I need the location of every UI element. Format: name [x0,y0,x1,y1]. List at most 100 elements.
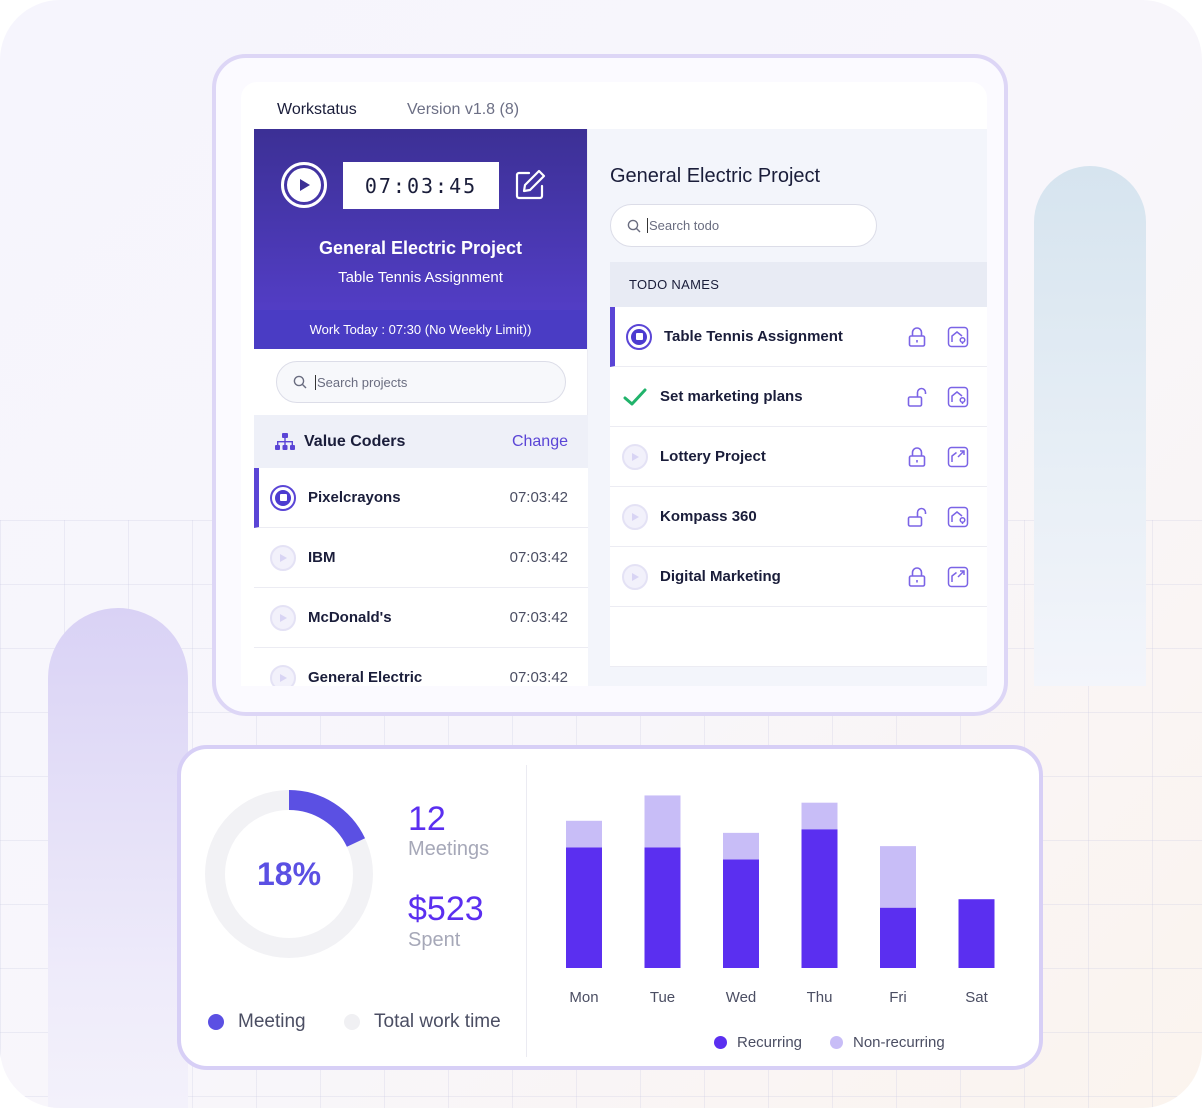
stats-divider [526,765,527,1057]
play-icon[interactable] [270,544,296,571]
todo-name: Digital Marketing [660,568,781,585]
app-window: Workstatus Version v1.8 (8) 07:03:45 Gen… [241,82,987,686]
todo-row[interactable]: Table Tennis Assignment [610,307,987,367]
bar-mon-non-recurring [566,820,602,848]
stop-icon[interactable] [626,323,652,350]
x-tick-label: Tue [650,989,675,1006]
projects-panel: 07:03:45 General Electric Project Table … [254,129,588,686]
todo-search-input[interactable]: Search todo [610,204,877,247]
app-tab-bar: Workstatus Version v1.8 (8) [241,82,987,129]
todos-panel: General Electric Project Search todo TOD… [588,129,987,686]
spent-amount: $523 [408,890,484,928]
bar-fri-non-recurring [880,846,916,908]
legend-non-recurring-swatch [830,1036,843,1049]
lock-icon[interactable] [907,446,927,468]
bar-tue-non-recurring [644,795,681,848]
home-pin-icon[interactable] [947,386,969,408]
project-row[interactable]: Pixelcrayons 07:03:42 [254,468,588,528]
current-task-name: Table Tennis Assignment [338,269,503,286]
todo-row[interactable]: Digital Marketing [610,547,987,607]
change-organization-link[interactable]: Change [511,432,568,450]
check-icon[interactable] [622,384,648,410]
todo-list: Table Tennis Assignment Set marketing pl… [610,307,987,667]
bar-mon-recurring [566,847,602,968]
current-project-name: General Electric Project [318,238,523,258]
unlock-icon[interactable] [907,506,927,528]
legend-total-label: Total work time [374,1011,501,1032]
todo-row[interactable]: Kompass 360 [610,487,987,547]
legend-meeting: Meeting [208,1011,306,1033]
play-icon[interactable] [622,443,648,470]
project-name: Pixelcrayons [308,489,401,506]
todo-name: Table Tennis Assignment [664,328,843,345]
tab-workstatus[interactable]: Workstatus [277,101,357,118]
project-name: General Electric [308,669,423,686]
play-icon[interactable] [270,604,296,631]
home-pin-icon[interactable] [947,506,969,528]
search-icon [627,219,641,232]
x-tick-label: Wed [726,989,757,1006]
todos-project-title: General Electric Project [610,165,821,187]
play-icon [287,168,321,202]
project-time: 07:03:42 [509,549,568,566]
todo-row[interactable]: Set marketing plans [610,367,987,427]
play-icon[interactable] [270,664,296,686]
edit-icon[interactable] [513,168,547,202]
lock-icon[interactable] [907,326,927,348]
unlock-icon[interactable] [907,386,927,408]
legend-meeting-label: Meeting [238,1011,306,1032]
todo-row-empty [610,607,987,667]
meetings-label: Meetings [408,838,490,860]
bar-sat-recurring [958,899,995,968]
play-icon[interactable] [622,563,648,590]
todo-row[interactable]: Lottery Project [610,427,987,487]
legend-non-recurring: Non-recurring [830,1034,945,1051]
bar-wed-recurring [723,859,759,968]
x-tick-label: Sat [965,989,988,1006]
bar-fri-recurring [880,907,916,968]
todo-name: Lottery Project [660,448,766,465]
donut-percent-label: 18% [256,855,322,892]
spent-label: Spent [408,929,461,951]
decorative-pill-purple [48,608,188,1108]
legend-non-recurring-label: Non-recurring [853,1034,945,1051]
meetings-count: 12 [408,800,446,838]
donut-meeting-arc [205,790,373,958]
project-row[interactable]: General Electric 07:03:42 [254,648,588,686]
legend-recurring-swatch [714,1036,727,1049]
organization-name: Value Coders [304,432,406,450]
legend-recurring-label: Recurring [737,1034,803,1051]
play-icon[interactable] [622,503,648,530]
play-button[interactable] [281,162,327,208]
project-name: McDonald's [308,609,392,626]
lock-icon[interactable] [907,566,927,588]
x-tick-label: Fri [889,989,907,1006]
version-label: Version v1.8 (8) [407,101,520,118]
bar-tue-recurring [644,847,681,968]
home-pin-icon[interactable] [947,326,969,348]
decorative-pill-blue [1034,166,1146,686]
project-row[interactable]: McDonald's 07:03:42 [254,588,588,648]
project-time: 07:03:42 [509,609,568,626]
project-search-input[interactable]: Search projects [276,361,566,403]
timer-card: 07:03:45 General Electric Project Table … [254,129,587,349]
export-icon[interactable] [947,446,969,468]
bar-thu-non-recurring [801,802,838,830]
meeting-donut-chart [205,790,373,958]
project-name: IBM [308,549,336,566]
legend-total-work-time: Total work time [344,1011,501,1033]
x-tick-label: Thu [807,989,833,1006]
org-chart-icon [275,432,295,450]
bar-wed-non-recurring [723,832,759,860]
project-row[interactable]: IBM 07:03:42 [254,528,588,588]
stop-icon[interactable] [270,484,296,511]
todo-search-placeholder: Search todo [647,218,720,233]
search-icon [293,375,307,389]
bar-thu-recurring [801,829,838,968]
stats-card: 18% 12 Meetings $523 Spent Meeting Total… [177,745,1043,1070]
todo-name: Kompass 360 [660,508,757,525]
project-time: 07:03:42 [509,669,568,686]
todo-name: Set marketing plans [660,388,803,405]
export-icon[interactable] [947,566,969,588]
organization-row: Value Coders Change [254,415,588,468]
